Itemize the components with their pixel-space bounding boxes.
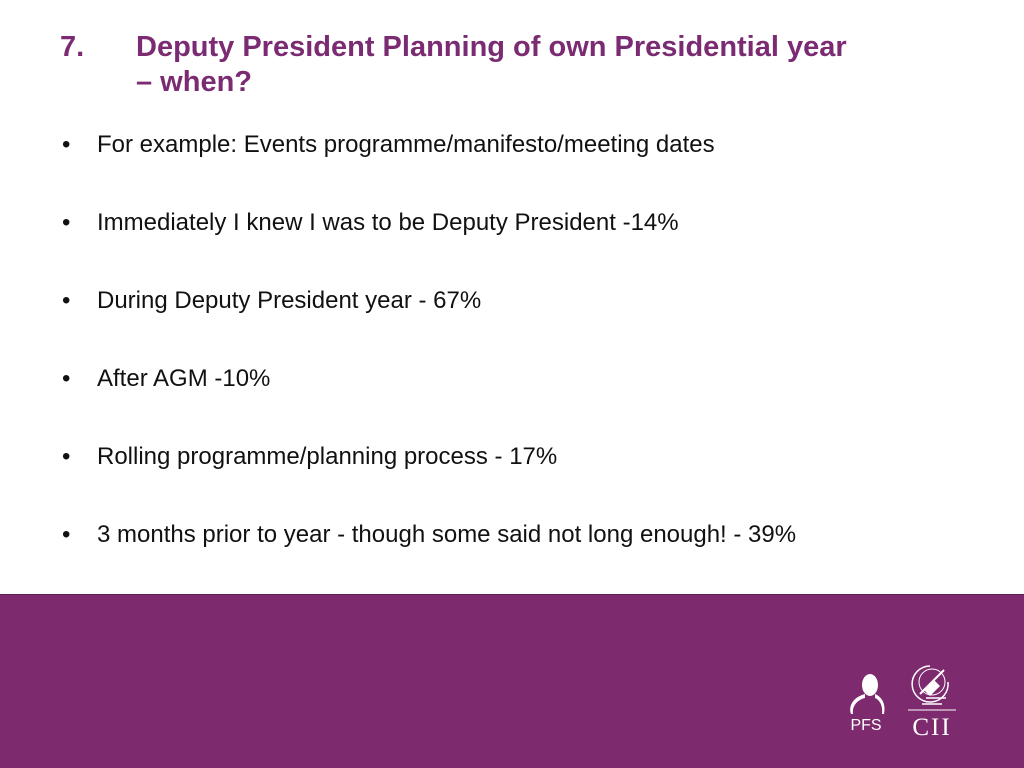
pfs-logo-text: PFS <box>850 717 882 734</box>
title-number: 7. <box>60 31 85 63</box>
cii-logo-text: CII <box>912 714 952 741</box>
bullet-text: 3 months prior to year - though some sai… <box>97 521 797 548</box>
footer-band <box>0 594 1024 768</box>
bullet-list: • For example: Events programme/manifest… <box>60 128 980 596</box>
pfs-logo: PFS <box>842 672 890 742</box>
bullet-icon: • <box>62 365 71 392</box>
cii-logo: CII <box>902 660 962 744</box>
slide-title: 7. Deputy President Planning of own Pres… <box>60 30 990 100</box>
bullet-icon: • <box>62 443 71 470</box>
bullet-item: • For example: Events programme/manifest… <box>60 128 980 206</box>
title-line-1: Deputy President Planning of own Preside… <box>136 31 847 63</box>
bullet-item: • Immediately I knew I was to be Deputy … <box>60 206 980 284</box>
bullet-icon: • <box>62 287 71 314</box>
bullet-item: • During Deputy President year - 67% <box>60 284 980 362</box>
bullet-item: • After AGM -10% <box>60 362 980 440</box>
title-line-2: – when? <box>136 66 253 98</box>
bullet-icon: • <box>62 521 71 548</box>
bullet-text: During Deputy President year - 67% <box>97 287 482 314</box>
pfs-figure-icon <box>850 674 885 714</box>
bullet-item: • Rolling programme/planning process - 1… <box>60 440 980 518</box>
bullet-text: Immediately I knew I was to be Deputy Pr… <box>97 209 679 236</box>
bullet-text: Rolling programme/planning process - 17% <box>97 443 558 470</box>
bullet-text: After AGM -10% <box>97 365 271 392</box>
cii-emblem-icon <box>908 665 956 711</box>
bullet-item: • 3 months prior to year - though some s… <box>60 518 980 596</box>
bullet-icon: • <box>62 209 71 236</box>
bullet-icon: • <box>62 131 71 158</box>
bullet-text: For example: Events programme/manifesto/… <box>97 131 715 158</box>
